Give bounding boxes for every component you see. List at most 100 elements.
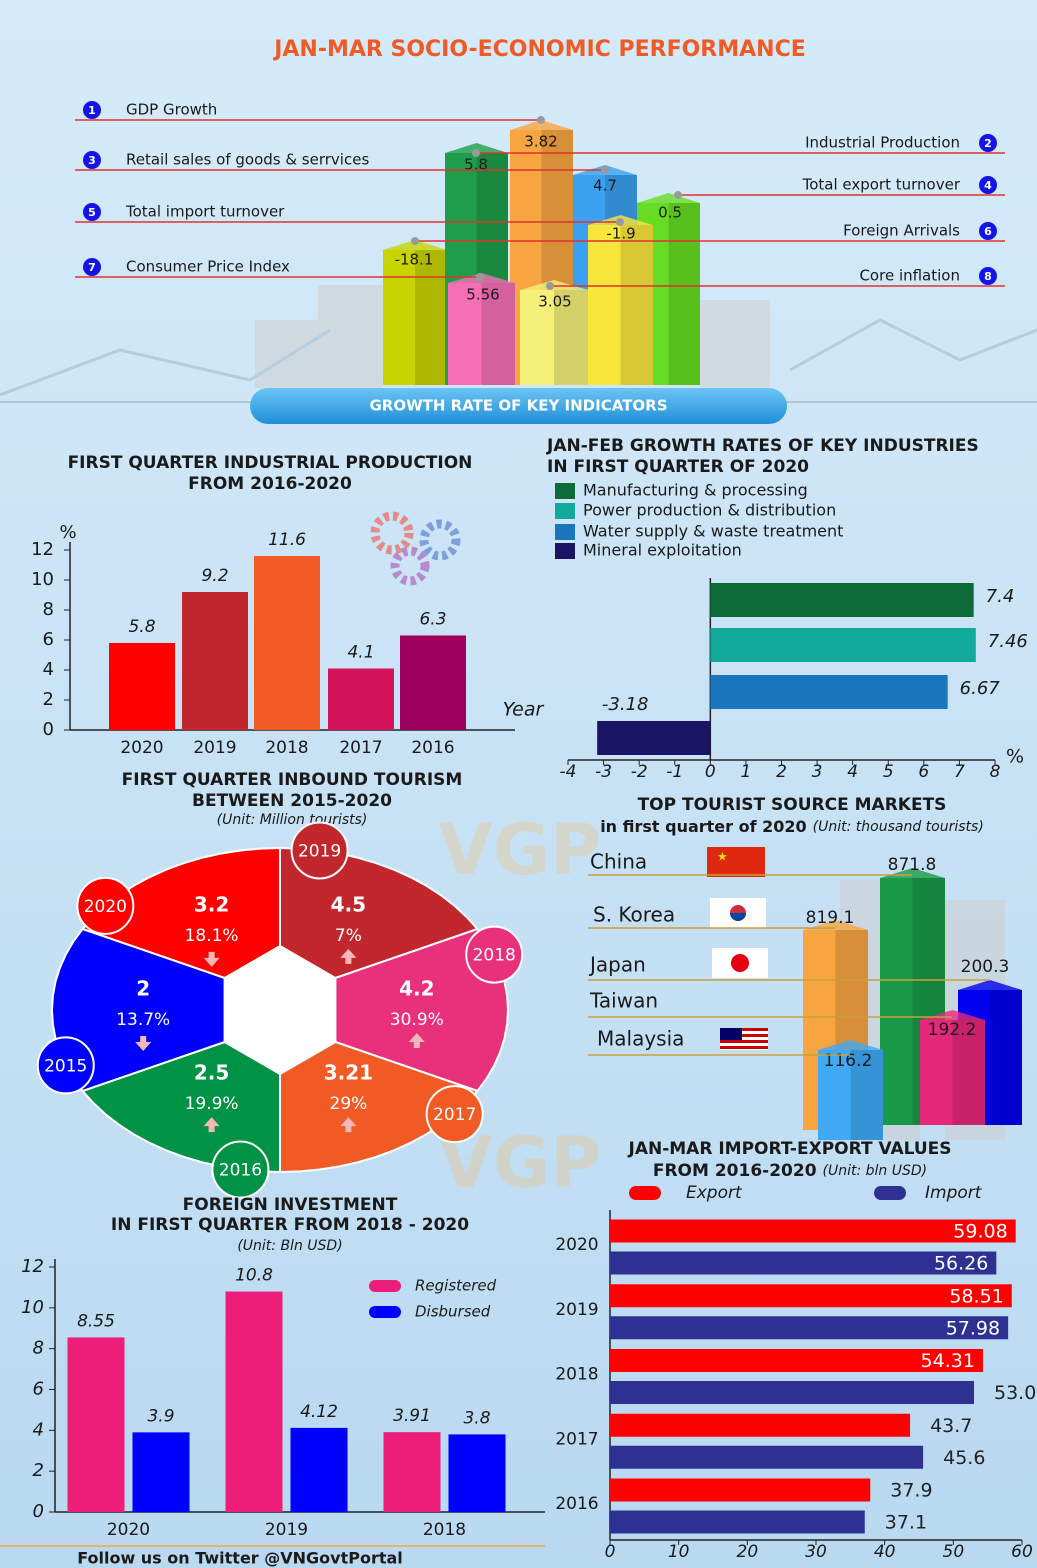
x-tick-label: 2020 <box>120 738 163 758</box>
value-label: 3.8 <box>463 1408 490 1428</box>
chart-title: IN FIRST QUARTER OF 2020 <box>547 457 809 477</box>
number-label: 4 <box>984 179 992 192</box>
value-label: 45.6 <box>943 1447 985 1469</box>
chart-title: IN FIRST QUARTER FROM 2018 - 2020 <box>111 1215 469 1235</box>
x-tick-label: 30 <box>805 1542 827 1562</box>
legend-swatch <box>555 483 575 499</box>
bar <box>449 1434 506 1512</box>
x-tick-label: 5 <box>883 762 894 782</box>
y-tick-label: 2 <box>43 689 54 710</box>
legend-label: Registered <box>415 1277 497 1295</box>
title-line: FROM 2016-2020 <box>653 1161 817 1181</box>
leader-dot <box>411 237 419 245</box>
chart-title: JAN-FEB GROWTH RATES OF KEY INDUSTRIES <box>546 436 979 456</box>
value-label: 58.51 <box>949 1285 1003 1307</box>
y-tick-label: 2018 <box>555 1365 598 1385</box>
y-tick-label: 2016 <box>555 1494 598 1514</box>
bar <box>597 721 710 755</box>
category-label: 2017 <box>433 1105 476 1125</box>
value-label: 3.91 <box>393 1406 431 1426</box>
chart-subtitle: (Unit: Bln USD) <box>237 1238 342 1254</box>
leader-dot <box>476 273 484 281</box>
bar-side <box>669 203 701 385</box>
value-label: 54.31 <box>921 1350 975 1372</box>
value-label: 59.08 <box>953 1221 1007 1243</box>
x-tick-label: 40 <box>874 1542 896 1562</box>
value-label: 53.01 <box>994 1382 1037 1404</box>
value-label: 871.8 <box>888 855 937 875</box>
value-label: 10.8 <box>235 1266 273 1286</box>
bar <box>610 1446 923 1469</box>
flag-korea <box>710 898 766 928</box>
x-tick-label: 7 <box>954 762 965 782</box>
y-tick-label: 2020 <box>555 1235 598 1255</box>
leader-dot <box>601 166 609 174</box>
legend-label: Water supply & waste treatment <box>583 522 843 541</box>
category-label: Consumer Price Index <box>126 258 290 276</box>
x-tick-label: -3 <box>595 762 612 782</box>
category-label: 2020 <box>84 897 127 917</box>
category-label: 2019 <box>298 841 341 861</box>
x-axis-label: % <box>1006 746 1024 768</box>
leader-dot <box>674 191 682 199</box>
value-label: 43.7 <box>930 1415 972 1437</box>
growth-label: 19.9% <box>185 1094 239 1114</box>
leader-dot <box>472 149 480 157</box>
bar-side <box>990 990 1022 1125</box>
value-label: 2 <box>136 977 150 1001</box>
number-label: 5 <box>88 206 96 219</box>
value-label: 2.5 <box>194 1061 229 1085</box>
chart-title: BETWEEN 2015-2020 <box>192 791 392 811</box>
y-axis-label: % <box>59 522 76 543</box>
category-label: GDP Growth <box>126 101 217 119</box>
number-label: 6 <box>984 225 992 238</box>
x-tick-label: -1 <box>666 762 683 782</box>
legend-label: Import <box>925 1183 983 1203</box>
bar <box>710 628 975 662</box>
value-label: 6.3 <box>419 610 446 630</box>
growth-label: 13.7% <box>116 1010 170 1030</box>
value-label: 37.9 <box>890 1480 932 1502</box>
chart-title: FROM 2016-2020 <box>188 474 352 494</box>
category-label: China <box>590 850 647 874</box>
legend-swatch <box>629 1186 661 1200</box>
value-label: 37.1 <box>885 1512 927 1534</box>
category-label: Total export turnover <box>802 176 961 194</box>
bar <box>610 1511 865 1534</box>
bar <box>400 636 466 731</box>
y-tick-label: 12 <box>21 1256 44 1277</box>
x-axis-label: Year <box>503 699 545 721</box>
category-label: 2015 <box>44 1056 87 1076</box>
chart-title: FROM 2016-2020(Unit: bln USD) <box>653 1161 927 1181</box>
chart-title: TOP TOURIST SOURCE MARKETS <box>638 795 947 815</box>
x-tick-label: 0 <box>605 1542 616 1562</box>
legend-swatch <box>369 1306 401 1318</box>
leader-dot <box>546 282 554 290</box>
growth-label: 7% <box>335 926 362 946</box>
value-label: 3.9 <box>147 1406 174 1426</box>
flag-china: ★ <box>707 847 765 877</box>
x-tick-label: 6 <box>918 762 929 782</box>
x-tick-label: 2 <box>776 762 787 782</box>
y-tick-label: 2017 <box>555 1429 598 1449</box>
y-tick-label: 0 <box>33 1501 44 1522</box>
value-label: 3.82 <box>524 133 557 151</box>
x-tick-label: 20 <box>737 1542 759 1562</box>
value-label: 3.21 <box>324 1061 373 1085</box>
legend-label: Manufacturing & processing <box>583 481 808 500</box>
svg-text:★: ★ <box>717 850 728 864</box>
bar <box>291 1428 348 1512</box>
x-tick-label: 0 <box>705 762 716 782</box>
value-label: 5.8 <box>128 617 155 637</box>
value-label: 8.55 <box>77 1311 115 1331</box>
number-label: 1 <box>88 104 96 117</box>
category-label: S. Korea <box>593 903 675 927</box>
x-tick-label: 2019 <box>265 1520 308 1540</box>
infographic: JAN-MAR SOCIO-ECONOMIC PERFORMANCE VGP V… <box>0 0 1037 1568</box>
value-label: 7.46 <box>988 631 1028 652</box>
page-title: JAN-MAR SOCIO-ECONOMIC PERFORMANCE <box>272 37 806 62</box>
chart-title: FOREIGN INVESTMENT <box>183 1195 398 1215</box>
growth-label: 30.9% <box>390 1010 444 1030</box>
footer: Follow us on Twitter @VNGovtPortal <box>77 1549 403 1568</box>
category-label: 2016 <box>219 1161 262 1181</box>
